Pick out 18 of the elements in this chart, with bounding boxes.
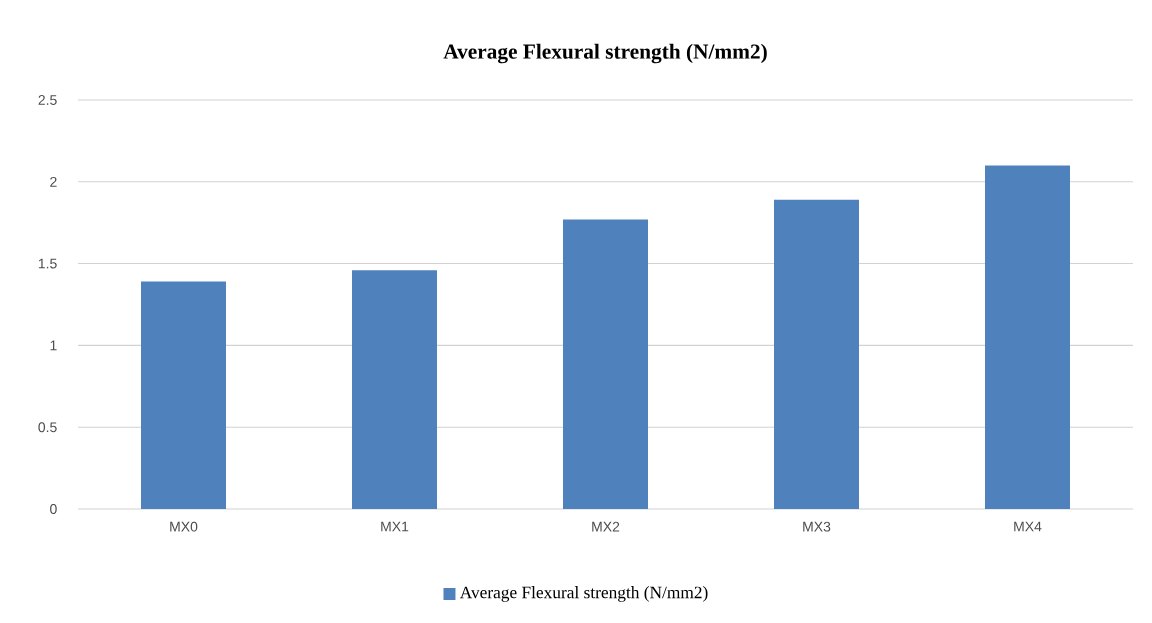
y-tick-label: 2: [50, 176, 57, 187]
bar: [563, 219, 648, 509]
bar: [352, 270, 438, 509]
y-tick-label: 2.5: [38, 95, 57, 105]
x-tick-label: MX3: [803, 521, 831, 532]
x-tick-label: MX4: [1014, 521, 1042, 532]
x-tick-label: MX1: [381, 521, 409, 532]
y-tick-label: 0.5: [38, 422, 57, 433]
bar: [985, 165, 1070, 509]
y-tick-label: 1: [50, 340, 57, 351]
legend-label: Average Flexural strength (N/mm2): [459, 586, 708, 602]
bar: [141, 281, 227, 509]
bar: [774, 199, 859, 509]
y-tick-label: 0: [50, 504, 57, 514]
x-tick-label: MX0: [170, 521, 198, 532]
x-tick-label: MX2: [592, 521, 620, 532]
y-tick-label: 1.5: [38, 258, 57, 269]
chart-title: Average Flexural strength (N/mm2): [443, 43, 767, 64]
